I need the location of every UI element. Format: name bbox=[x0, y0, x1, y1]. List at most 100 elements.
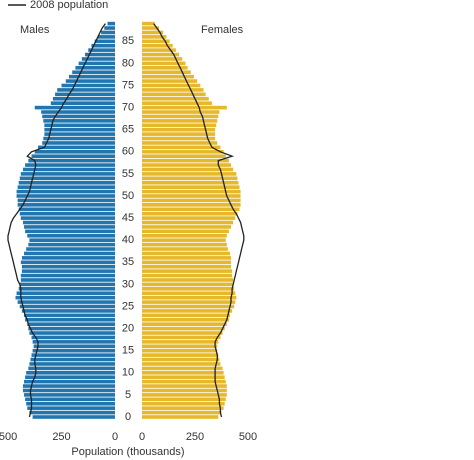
bar bbox=[142, 101, 212, 105]
x-tick-label: 0 bbox=[112, 431, 118, 443]
bar bbox=[37, 145, 115, 150]
bar bbox=[142, 313, 230, 318]
bar bbox=[18, 207, 116, 212]
bar bbox=[142, 362, 221, 366]
bar bbox=[28, 242, 115, 247]
bar bbox=[17, 198, 116, 203]
y-tick-label: 15 bbox=[122, 345, 134, 357]
bar bbox=[142, 105, 227, 110]
x-tick-label: 0 bbox=[139, 431, 145, 443]
bar bbox=[142, 229, 229, 234]
bar bbox=[72, 70, 115, 75]
bar bbox=[142, 114, 219, 119]
y-tick-label: 80 bbox=[122, 57, 134, 69]
bar bbox=[142, 304, 235, 309]
bar bbox=[142, 264, 232, 269]
y-tick-label: 10 bbox=[122, 367, 134, 379]
bar bbox=[142, 194, 241, 198]
bar bbox=[107, 21, 115, 26]
bar bbox=[142, 375, 225, 380]
bar bbox=[42, 114, 115, 119]
bar bbox=[142, 353, 219, 357]
bar bbox=[142, 371, 224, 375]
bar bbox=[29, 331, 115, 335]
bar bbox=[142, 282, 234, 287]
bar bbox=[142, 415, 219, 419]
bar bbox=[142, 119, 218, 123]
bar bbox=[142, 406, 224, 410]
bar bbox=[30, 357, 115, 362]
bar bbox=[21, 256, 115, 260]
bar bbox=[28, 326, 115, 331]
bar bbox=[142, 79, 198, 83]
bar bbox=[91, 43, 115, 48]
bar bbox=[142, 88, 204, 92]
bar bbox=[19, 304, 115, 309]
bar bbox=[142, 127, 216, 132]
bar bbox=[25, 397, 115, 402]
bar bbox=[142, 384, 227, 388]
bar bbox=[32, 415, 115, 419]
bar bbox=[142, 70, 191, 75]
bar bbox=[26, 371, 115, 375]
bar bbox=[15, 295, 116, 300]
bar bbox=[75, 66, 115, 70]
bar bbox=[142, 401, 225, 406]
bar bbox=[142, 331, 223, 335]
bar bbox=[22, 167, 116, 172]
bar bbox=[142, 260, 232, 265]
bar bbox=[44, 132, 115, 136]
bar bbox=[142, 344, 218, 349]
right-label: Females bbox=[201, 24, 244, 36]
legend-label: 2008 population bbox=[30, 0, 108, 11]
y-tick-label: 30 bbox=[122, 278, 134, 290]
bar bbox=[142, 96, 209, 101]
bar bbox=[142, 39, 170, 44]
bar bbox=[24, 225, 115, 229]
bar bbox=[85, 52, 115, 57]
bar bbox=[142, 66, 188, 70]
bar bbox=[33, 344, 115, 349]
bar bbox=[142, 74, 194, 79]
bar bbox=[142, 43, 173, 48]
bar bbox=[78, 61, 115, 66]
y-tick-label: 70 bbox=[122, 102, 134, 114]
bar bbox=[42, 141, 115, 145]
x-axis-label: Population (thousands) bbox=[71, 446, 184, 458]
x-tick-label: 250 bbox=[52, 431, 70, 443]
bar bbox=[142, 150, 224, 154]
bar bbox=[16, 194, 116, 198]
bar bbox=[24, 379, 115, 384]
x-tick-label: 500 bbox=[0, 431, 17, 443]
y-tick-label: 25 bbox=[122, 300, 134, 312]
bar bbox=[20, 172, 116, 176]
bar bbox=[22, 220, 116, 225]
bar bbox=[32, 348, 115, 353]
bar bbox=[142, 57, 183, 61]
bar bbox=[20, 260, 116, 265]
bar bbox=[142, 340, 219, 344]
bar bbox=[142, 251, 230, 256]
bar bbox=[31, 335, 115, 340]
bar bbox=[21, 269, 115, 273]
bar bbox=[142, 357, 220, 362]
y-tick-label: 75 bbox=[122, 79, 134, 91]
bar bbox=[142, 393, 227, 397]
y-tick-label: 5 bbox=[125, 389, 131, 401]
bar bbox=[142, 145, 221, 150]
bar bbox=[142, 158, 229, 163]
bar bbox=[31, 154, 115, 159]
x-tick-label: 250 bbox=[186, 431, 204, 443]
bar bbox=[65, 79, 115, 83]
y-tick-label: 50 bbox=[122, 190, 134, 202]
bar bbox=[22, 384, 116, 388]
y-tick-label: 65 bbox=[122, 124, 134, 136]
bar bbox=[142, 92, 206, 97]
bar bbox=[32, 340, 115, 344]
bar bbox=[142, 269, 233, 273]
bar bbox=[97, 35, 115, 39]
bar bbox=[142, 247, 228, 251]
bar bbox=[142, 207, 240, 212]
bar bbox=[142, 256, 232, 260]
